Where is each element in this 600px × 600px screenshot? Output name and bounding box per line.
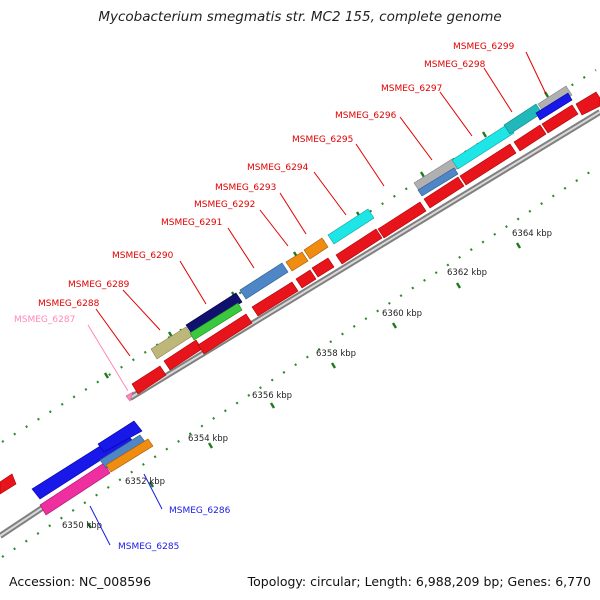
gene-label-msmeg-6290: MSMEG_6290 bbox=[112, 251, 174, 261]
lower-tick-track bbox=[1, 167, 597, 558]
gene-label-msmeg-6292: MSMEG_6292 bbox=[194, 200, 255, 210]
gene-label-msmeg-6298: MSMEG_6298 bbox=[424, 60, 486, 70]
gene-block bbox=[575, 91, 600, 116]
gene-label-msmeg-6287: MSMEG_6287 bbox=[14, 315, 75, 325]
gene-label-msmeg-6288: MSMEG_6288 bbox=[38, 299, 100, 309]
gene-block bbox=[377, 201, 427, 239]
gene-block bbox=[131, 365, 167, 395]
gene-block bbox=[417, 167, 459, 197]
gene-blocks bbox=[0, 85, 600, 516]
topology-summary: Topology: circular; Length: 6,988,209 bp… bbox=[247, 574, 591, 589]
gene-label-msmeg-6286: MSMEG_6286 bbox=[169, 506, 231, 516]
map-title: Mycobacterium smegmatis str. MC2 155, co… bbox=[98, 9, 502, 25]
scale-label-6350: 6350 kbp bbox=[62, 521, 102, 531]
gene-label-msmeg-6295: MSMEG_6295 bbox=[292, 135, 353, 145]
scale-label-6352: 6352 kbp bbox=[125, 477, 165, 487]
scale-label-6354: 6354 kbp bbox=[188, 434, 228, 444]
gene-block bbox=[189, 302, 243, 341]
major-ticks bbox=[86, 91, 550, 529]
gene-block bbox=[335, 228, 383, 265]
gene-block bbox=[459, 143, 517, 186]
gene-block bbox=[185, 292, 243, 335]
gene-block bbox=[535, 92, 573, 121]
gene-block bbox=[0, 473, 17, 495]
gene-label-msmeg-6289: MSMEG_6289 bbox=[68, 280, 130, 290]
gene-block bbox=[423, 176, 465, 209]
gene-block bbox=[513, 124, 547, 152]
gene-block bbox=[125, 391, 134, 402]
gene-label-msmeg-6299: MSMEG_6299 bbox=[453, 42, 515, 52]
gene-label-msmeg-6293: MSMEG_6293 bbox=[215, 183, 276, 193]
scale-label-6356: 6356 kbp bbox=[252, 391, 292, 401]
gene-block bbox=[327, 208, 375, 245]
gene-block bbox=[105, 438, 154, 473]
gene-block bbox=[97, 420, 143, 453]
gene-block bbox=[197, 313, 253, 355]
gene-block bbox=[295, 269, 317, 289]
scale-label-6358: 6358 kbp bbox=[316, 349, 356, 359]
gene-block bbox=[285, 251, 309, 272]
gene-label-msmeg-6294: MSMEG_6294 bbox=[247, 163, 309, 173]
gene-block bbox=[451, 123, 515, 170]
gene-label-msmeg-6291: MSMEG_6291 bbox=[161, 218, 222, 228]
gene-leader-lines bbox=[87, 51, 547, 546]
gene-block bbox=[311, 257, 335, 278]
gene-label-msmeg-6297: MSMEG_6297 bbox=[381, 84, 442, 94]
gene-label-msmeg-6296: MSMEG_6296 bbox=[335, 111, 397, 121]
gene-block bbox=[239, 262, 289, 300]
gene-block bbox=[251, 281, 299, 317]
accession-text: Accession: NC_008596 bbox=[9, 574, 152, 589]
scale-label-6364: 6364 kbp bbox=[512, 229, 552, 239]
scale-label-6362: 6362 kbp bbox=[447, 268, 487, 278]
scale-label-6360: 6360 kbp bbox=[382, 309, 422, 319]
gene-block bbox=[39, 462, 111, 516]
gene-block bbox=[303, 237, 329, 260]
gene-label-msmeg-6285: MSMEG_6285 bbox=[118, 542, 179, 552]
gene-block bbox=[541, 104, 579, 134]
